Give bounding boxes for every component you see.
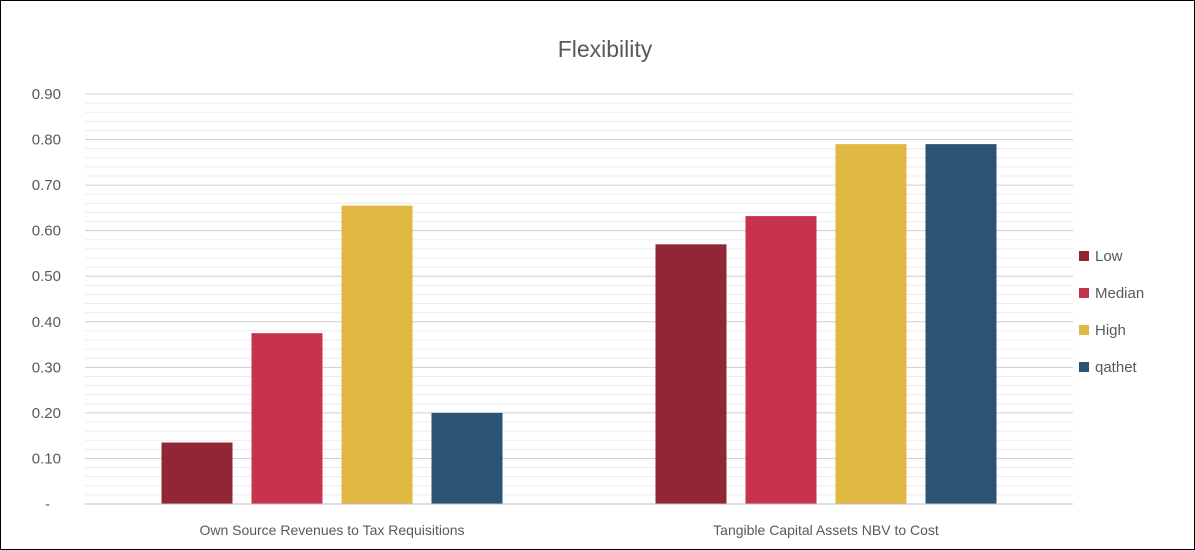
y-tick-label: 0.10 bbox=[32, 450, 61, 467]
legend-label-high: High bbox=[1095, 322, 1126, 339]
y-tick-label: 0.60 bbox=[32, 223, 61, 240]
x-axis-categories: Own Source Revenues to Tax Requisitions T… bbox=[199, 522, 938, 538]
bar-high bbox=[341, 205, 413, 504]
y-tick-label: 0.90 bbox=[32, 86, 61, 103]
y-tick-label: 0.50 bbox=[32, 268, 61, 285]
bar-high bbox=[835, 144, 907, 504]
legend-swatch-high bbox=[1079, 325, 1089, 335]
bar-median bbox=[745, 216, 817, 505]
legend: Low Median High qathet bbox=[1079, 248, 1144, 376]
y-tick-label: 0.30 bbox=[32, 359, 61, 376]
bar-low bbox=[655, 244, 727, 505]
legend-label-median: Median bbox=[1095, 285, 1144, 302]
bar-qathet bbox=[431, 412, 503, 504]
legend-label-qathet: qathet bbox=[1095, 359, 1138, 376]
bar-median bbox=[251, 333, 323, 504]
legend-swatch-qathet bbox=[1079, 362, 1089, 372]
bar-low bbox=[161, 442, 233, 504]
y-tick-label: 0.20 bbox=[32, 405, 61, 422]
legend-swatch-low bbox=[1079, 251, 1089, 261]
y-tick-label: 0.70 bbox=[32, 177, 61, 194]
legend-label-low: Low bbox=[1095, 248, 1123, 265]
y-tick-label: 0.40 bbox=[32, 314, 61, 331]
y-axis-ticks: - 0.10 0.20 0.30 0.40 0.50 0.60 0.70 0.80 0.90 bbox=[32, 86, 61, 513]
x-category-label: Tangible Capital Assets NBV to Cost bbox=[713, 522, 939, 538]
x-category-label: Own Source Revenues to Tax Requisitions bbox=[199, 522, 464, 538]
bar-qathet bbox=[925, 144, 997, 504]
legend-swatch-median bbox=[1079, 288, 1089, 298]
gridlines bbox=[85, 93, 1073, 496]
bars bbox=[161, 144, 997, 505]
y-tick-label: 0.80 bbox=[32, 132, 61, 149]
y-tick-label: - bbox=[45, 496, 50, 513]
chart-title: Flexibility bbox=[558, 36, 653, 62]
